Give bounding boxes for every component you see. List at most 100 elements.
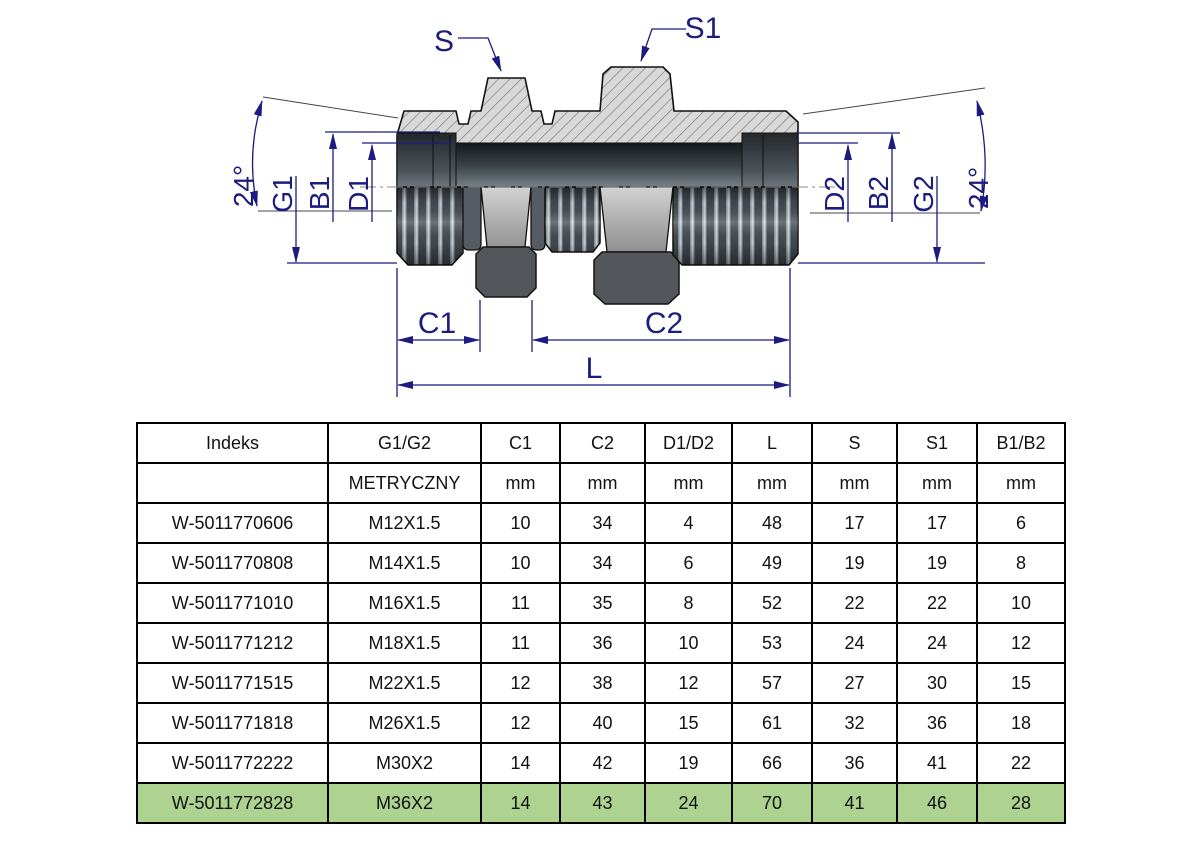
table-cell: 11 bbox=[480, 582, 561, 624]
table-cell: 36 bbox=[811, 742, 898, 784]
table-cell: 41 bbox=[896, 742, 978, 784]
thread-right-shade bbox=[673, 187, 798, 265]
leader-s bbox=[458, 37, 502, 72]
angle-construction bbox=[258, 87, 986, 214]
table-cell: W-5011771010 bbox=[136, 582, 329, 624]
table-cell: 34 bbox=[559, 542, 646, 584]
column-header: S bbox=[811, 422, 898, 464]
label-c1: C1 bbox=[418, 307, 456, 340]
table-cell: 57 bbox=[731, 662, 813, 704]
table-cell: 30 bbox=[896, 662, 978, 704]
table-cell: 22 bbox=[976, 742, 1066, 784]
label-s1: S1 bbox=[685, 12, 722, 45]
table-cell: 12 bbox=[976, 622, 1066, 664]
unit-cell: mm bbox=[644, 462, 733, 504]
table-cell: 43 bbox=[559, 782, 646, 824]
hex-nut-s bbox=[475, 246, 537, 298]
label-angle-right: 24° bbox=[963, 167, 994, 209]
table-cell: 11 bbox=[480, 622, 561, 664]
table-cell: 6 bbox=[976, 502, 1066, 544]
table-head: Indeks G1/G2 C1 C2 D1/D2 L S S1 B1/B2 METRYCZNY m… bbox=[136, 422, 1066, 504]
column-header: B1/B2 bbox=[976, 422, 1066, 464]
table-cell: 10 bbox=[976, 582, 1066, 624]
table-cell: 34 bbox=[559, 502, 646, 544]
table-cell: M26X1.5 bbox=[327, 702, 482, 744]
table-cell: 48 bbox=[731, 502, 813, 544]
unit-cell bbox=[136, 462, 329, 504]
table-row: W-5011772222 M30X2 14 42 19 66 36 41 22 bbox=[136, 742, 1066, 784]
unit-cell: mm bbox=[731, 462, 813, 504]
fitting-body bbox=[360, 66, 835, 305]
table-row-highlighted: W-5011772828 M36X2 14 43 24 70 41 46 28 bbox=[136, 782, 1066, 824]
column-header: Indeks bbox=[136, 422, 329, 464]
label-g1: G1 bbox=[267, 175, 298, 212]
table-cell: M18X1.5 bbox=[327, 622, 482, 664]
dimension-table: Indeks G1/G2 C1 C2 D1/D2 L S S1 B1/B2 METRYCZNY m… bbox=[136, 422, 1066, 824]
label-angle-left: 24° bbox=[228, 165, 259, 207]
table-row: W-5011771010 M16X1.5 11 35 8 52 22 22 10 bbox=[136, 582, 1066, 624]
table-cell: 52 bbox=[731, 582, 813, 624]
label-g2: G2 bbox=[908, 175, 939, 212]
table-cell: 17 bbox=[811, 502, 898, 544]
left-cone-seat bbox=[396, 132, 457, 188]
column-header: C1 bbox=[480, 422, 561, 464]
table-cell: 35 bbox=[559, 582, 646, 624]
label-b2: B2 bbox=[863, 176, 894, 210]
neck-mid bbox=[530, 186, 546, 251]
table-cell: 70 bbox=[731, 782, 813, 824]
table-cell: 36 bbox=[896, 702, 978, 744]
table-cell: M30X2 bbox=[327, 742, 482, 784]
column-header: D1/D2 bbox=[644, 422, 733, 464]
hex-nut-s1 bbox=[593, 251, 680, 305]
thread-mid-shade bbox=[545, 187, 600, 252]
fitting-technical-drawing: S S1 C1 C2 L 24° G1 B1 D1 D2 B2 G2 24° bbox=[228, 12, 994, 397]
table-cell: W-5011771212 bbox=[136, 622, 329, 664]
table-cell: 24 bbox=[896, 622, 978, 664]
table-cell: 15 bbox=[976, 662, 1066, 704]
table-cell: W-5011771818 bbox=[136, 702, 329, 744]
bore-cylinder bbox=[455, 142, 743, 188]
table-cell: M16X1.5 bbox=[327, 582, 482, 624]
table-cell: W-5011770808 bbox=[136, 542, 329, 584]
table-cell: 12 bbox=[644, 662, 733, 704]
table-cell: 15 bbox=[644, 702, 733, 744]
table-cell: 38 bbox=[559, 662, 646, 704]
table-cell: W-5011770606 bbox=[136, 502, 329, 544]
table-row: W-5011770808 M14X1.5 10 34 6 49 19 19 8 bbox=[136, 542, 1066, 584]
table-cell: 40 bbox=[559, 702, 646, 744]
table-cell: 28 bbox=[976, 782, 1066, 824]
table-cell: M14X1.5 bbox=[327, 542, 482, 584]
table-cell: 22 bbox=[811, 582, 898, 624]
angle-arc-left bbox=[249, 100, 263, 207]
label-l: L bbox=[586, 352, 603, 385]
leader-s1 bbox=[640, 28, 686, 62]
table-cell: 14 bbox=[480, 782, 561, 824]
table-row: W-5011771818 M26X1.5 12 40 15 61 32 36 18 bbox=[136, 702, 1066, 744]
table-cell: 27 bbox=[811, 662, 898, 704]
table-cell: M22X1.5 bbox=[327, 662, 482, 704]
label-b1: B1 bbox=[304, 176, 335, 210]
units-row: METRYCZNY mm mm mm mm mm mm mm bbox=[136, 462, 1066, 504]
unit-cell: mm bbox=[896, 462, 978, 504]
table-cell: W-5011772222 bbox=[136, 742, 329, 784]
hex-flat-s1 bbox=[599, 186, 674, 253]
thread-left-shade bbox=[397, 187, 463, 265]
column-header: L bbox=[731, 422, 813, 464]
table-cell: 17 bbox=[896, 502, 978, 544]
table-cell: 12 bbox=[480, 702, 561, 744]
table-cell: 41 bbox=[811, 782, 898, 824]
column-header: G1/G2 bbox=[327, 422, 482, 464]
table-cell: 19 bbox=[896, 542, 978, 584]
table-cell: 22 bbox=[896, 582, 978, 624]
dimension-table-wrapper: Indeks G1/G2 C1 C2 D1/D2 L S S1 B1/B2 METRYCZNY m… bbox=[136, 422, 1066, 824]
label-s: S bbox=[434, 25, 454, 58]
table-cell: 19 bbox=[811, 542, 898, 584]
table-cell: 19 bbox=[644, 742, 733, 784]
table-cell: 8 bbox=[976, 542, 1066, 584]
table-cell: 66 bbox=[731, 742, 813, 784]
column-header: S1 bbox=[896, 422, 978, 464]
header-row: Indeks G1/G2 C1 C2 D1/D2 L S S1 B1/B2 bbox=[136, 422, 1066, 464]
table-cell: 18 bbox=[976, 702, 1066, 744]
table-cell: 4 bbox=[644, 502, 733, 544]
